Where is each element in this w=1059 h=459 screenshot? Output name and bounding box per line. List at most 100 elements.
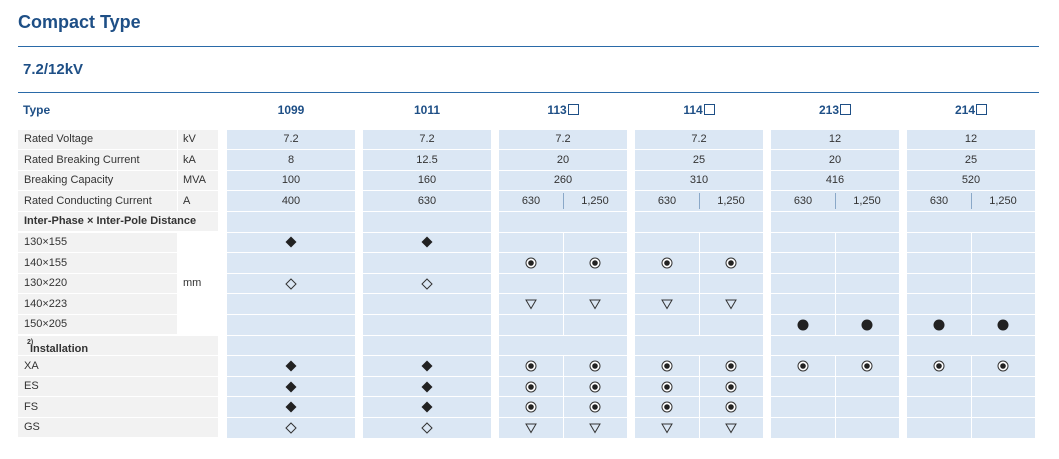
- ringed-dot-icon: [725, 381, 737, 392]
- row-separator: [18, 169, 1039, 171]
- ringed-dot-icon: [525, 401, 537, 413]
- option-label-cell: GS: [18, 417, 218, 438]
- rating-unit: MVA: [183, 174, 207, 187]
- rating-label-cell: Rated Voltage: [18, 129, 177, 149]
- column-header-text: 213: [818, 103, 840, 117]
- rating-unit-cell: kV: [177, 129, 218, 149]
- rating-label-cell: Breaking Capacity: [18, 170, 177, 191]
- column-header-113: 113: [499, 103, 627, 117]
- rating-value: 1,250: [853, 194, 881, 207]
- split-divider: [699, 192, 700, 210]
- rating-value: 25: [692, 153, 706, 166]
- rating-value: 630: [417, 194, 437, 207]
- open-triangle-icon: [661, 299, 673, 310]
- rating-value: 20: [556, 153, 570, 166]
- rating-value: 20: [828, 153, 842, 166]
- filled-dot-icon: [997, 319, 1009, 331]
- open-triangle-icon: [525, 299, 537, 310]
- filled-diamond-icon: [421, 360, 433, 372]
- installation-section-header: Installation Method2): [18, 335, 218, 367]
- placeholder-box-icon: [976, 104, 988, 115]
- ringed-dot-icon: [933, 360, 945, 372]
- open-triangle-icon: [725, 423, 737, 434]
- rating-value: 7.2: [555, 133, 571, 145]
- column-header-text: 214: [954, 103, 976, 117]
- option-label-cell: FS: [18, 396, 218, 417]
- rating-value: 7.2: [283, 133, 299, 145]
- rating-value: 1,250: [717, 194, 745, 207]
- option-label-cell: 140×155: [18, 252, 177, 273]
- rating-label: Breaking Capacity: [24, 174, 114, 187]
- option-label: XA: [24, 359, 39, 372]
- installation-footnote: 2): [27, 339, 34, 346]
- rating-value: 100: [281, 174, 301, 187]
- installation-section-title: Installation Method2): [24, 339, 88, 367]
- open-triangle-icon: [725, 299, 737, 310]
- ringed-dot-icon: [997, 360, 1009, 372]
- filled-dot-icon: [933, 319, 945, 331]
- rating-label: Rated Conducting Current: [24, 194, 152, 207]
- rating-value: 630: [793, 194, 813, 207]
- ringed-dot-icon: [589, 401, 601, 413]
- distance-section-header: Inter-Phase × Inter-Pole Distance: [18, 211, 218, 232]
- type-header-label: Type: [23, 103, 51, 117]
- open-triangle-icon: [661, 423, 673, 434]
- ringed-dot-icon: [661, 401, 673, 413]
- rating-value: 310: [689, 174, 709, 187]
- rating-value: 630: [521, 194, 541, 207]
- rating-value: 630: [929, 194, 949, 207]
- filled-dot-icon: [861, 319, 873, 331]
- rating-value: 8: [287, 153, 295, 166]
- distance-section-title: Inter-Phase × Inter-Pole Distance: [24, 215, 197, 228]
- row-separator: [18, 437, 1039, 439]
- row-separator: [18, 272, 1039, 274]
- ringed-dot-icon: [725, 257, 737, 269]
- row-separator: [18, 293, 1039, 295]
- rating-unit: kV: [183, 133, 196, 145]
- filled-diamond-icon: [285, 381, 297, 392]
- filled-diamond-icon: [285, 360, 297, 372]
- rating-unit-cell: kA: [177, 149, 218, 170]
- row-separator: [18, 231, 1039, 233]
- column-header-text: 114: [683, 103, 703, 117]
- rating-value: 7.2: [419, 133, 435, 145]
- placeholder-box-icon: [840, 104, 852, 115]
- column-header-114: 114: [635, 103, 763, 117]
- title-rule: [18, 46, 1039, 47]
- open-diamond-icon: [285, 277, 297, 290]
- rating-label: Rated Voltage: [24, 133, 94, 145]
- rating-value: 160: [417, 174, 437, 187]
- row-separator: [18, 396, 1039, 398]
- option-label-cell: 150×205: [18, 314, 177, 335]
- row-separator: [18, 190, 1039, 192]
- split-divider: [971, 192, 972, 210]
- option-label: 150×205: [24, 318, 68, 331]
- row-separator: [18, 334, 1039, 336]
- option-label-cell: ES: [18, 376, 218, 397]
- ringed-dot-icon: [725, 401, 737, 413]
- open-diamond-icon: [421, 421, 433, 434]
- filled-diamond-icon: [421, 381, 433, 392]
- section-title: 7.2/12kV: [23, 61, 84, 78]
- rating-value: 520: [961, 174, 981, 187]
- rating-value: 12: [828, 133, 842, 145]
- option-label: 130×220: [24, 277, 68, 290]
- column-header-214: 214: [907, 103, 1035, 117]
- filled-dot-icon: [797, 319, 809, 331]
- row-separator: [18, 128, 1039, 130]
- row-separator: [18, 416, 1039, 418]
- option-label: ES: [24, 380, 39, 393]
- rating-value: 1,250: [989, 194, 1017, 207]
- sub-column-separator: [563, 232, 564, 335]
- column-header-text: 1099: [277, 103, 305, 117]
- row-separator: [18, 149, 1039, 151]
- ringed-dot-icon: [725, 360, 737, 372]
- rating-value: 416: [825, 174, 845, 187]
- option-label-cell: 130×220: [18, 273, 177, 294]
- row-separator: [18, 355, 1039, 357]
- row-separator: [18, 252, 1039, 254]
- rating-value: 25: [964, 153, 978, 166]
- option-label: 140×223: [24, 297, 68, 310]
- rating-label-cell: Rated Conducting Current: [18, 190, 177, 211]
- page-title: Compact Type: [18, 12, 141, 32]
